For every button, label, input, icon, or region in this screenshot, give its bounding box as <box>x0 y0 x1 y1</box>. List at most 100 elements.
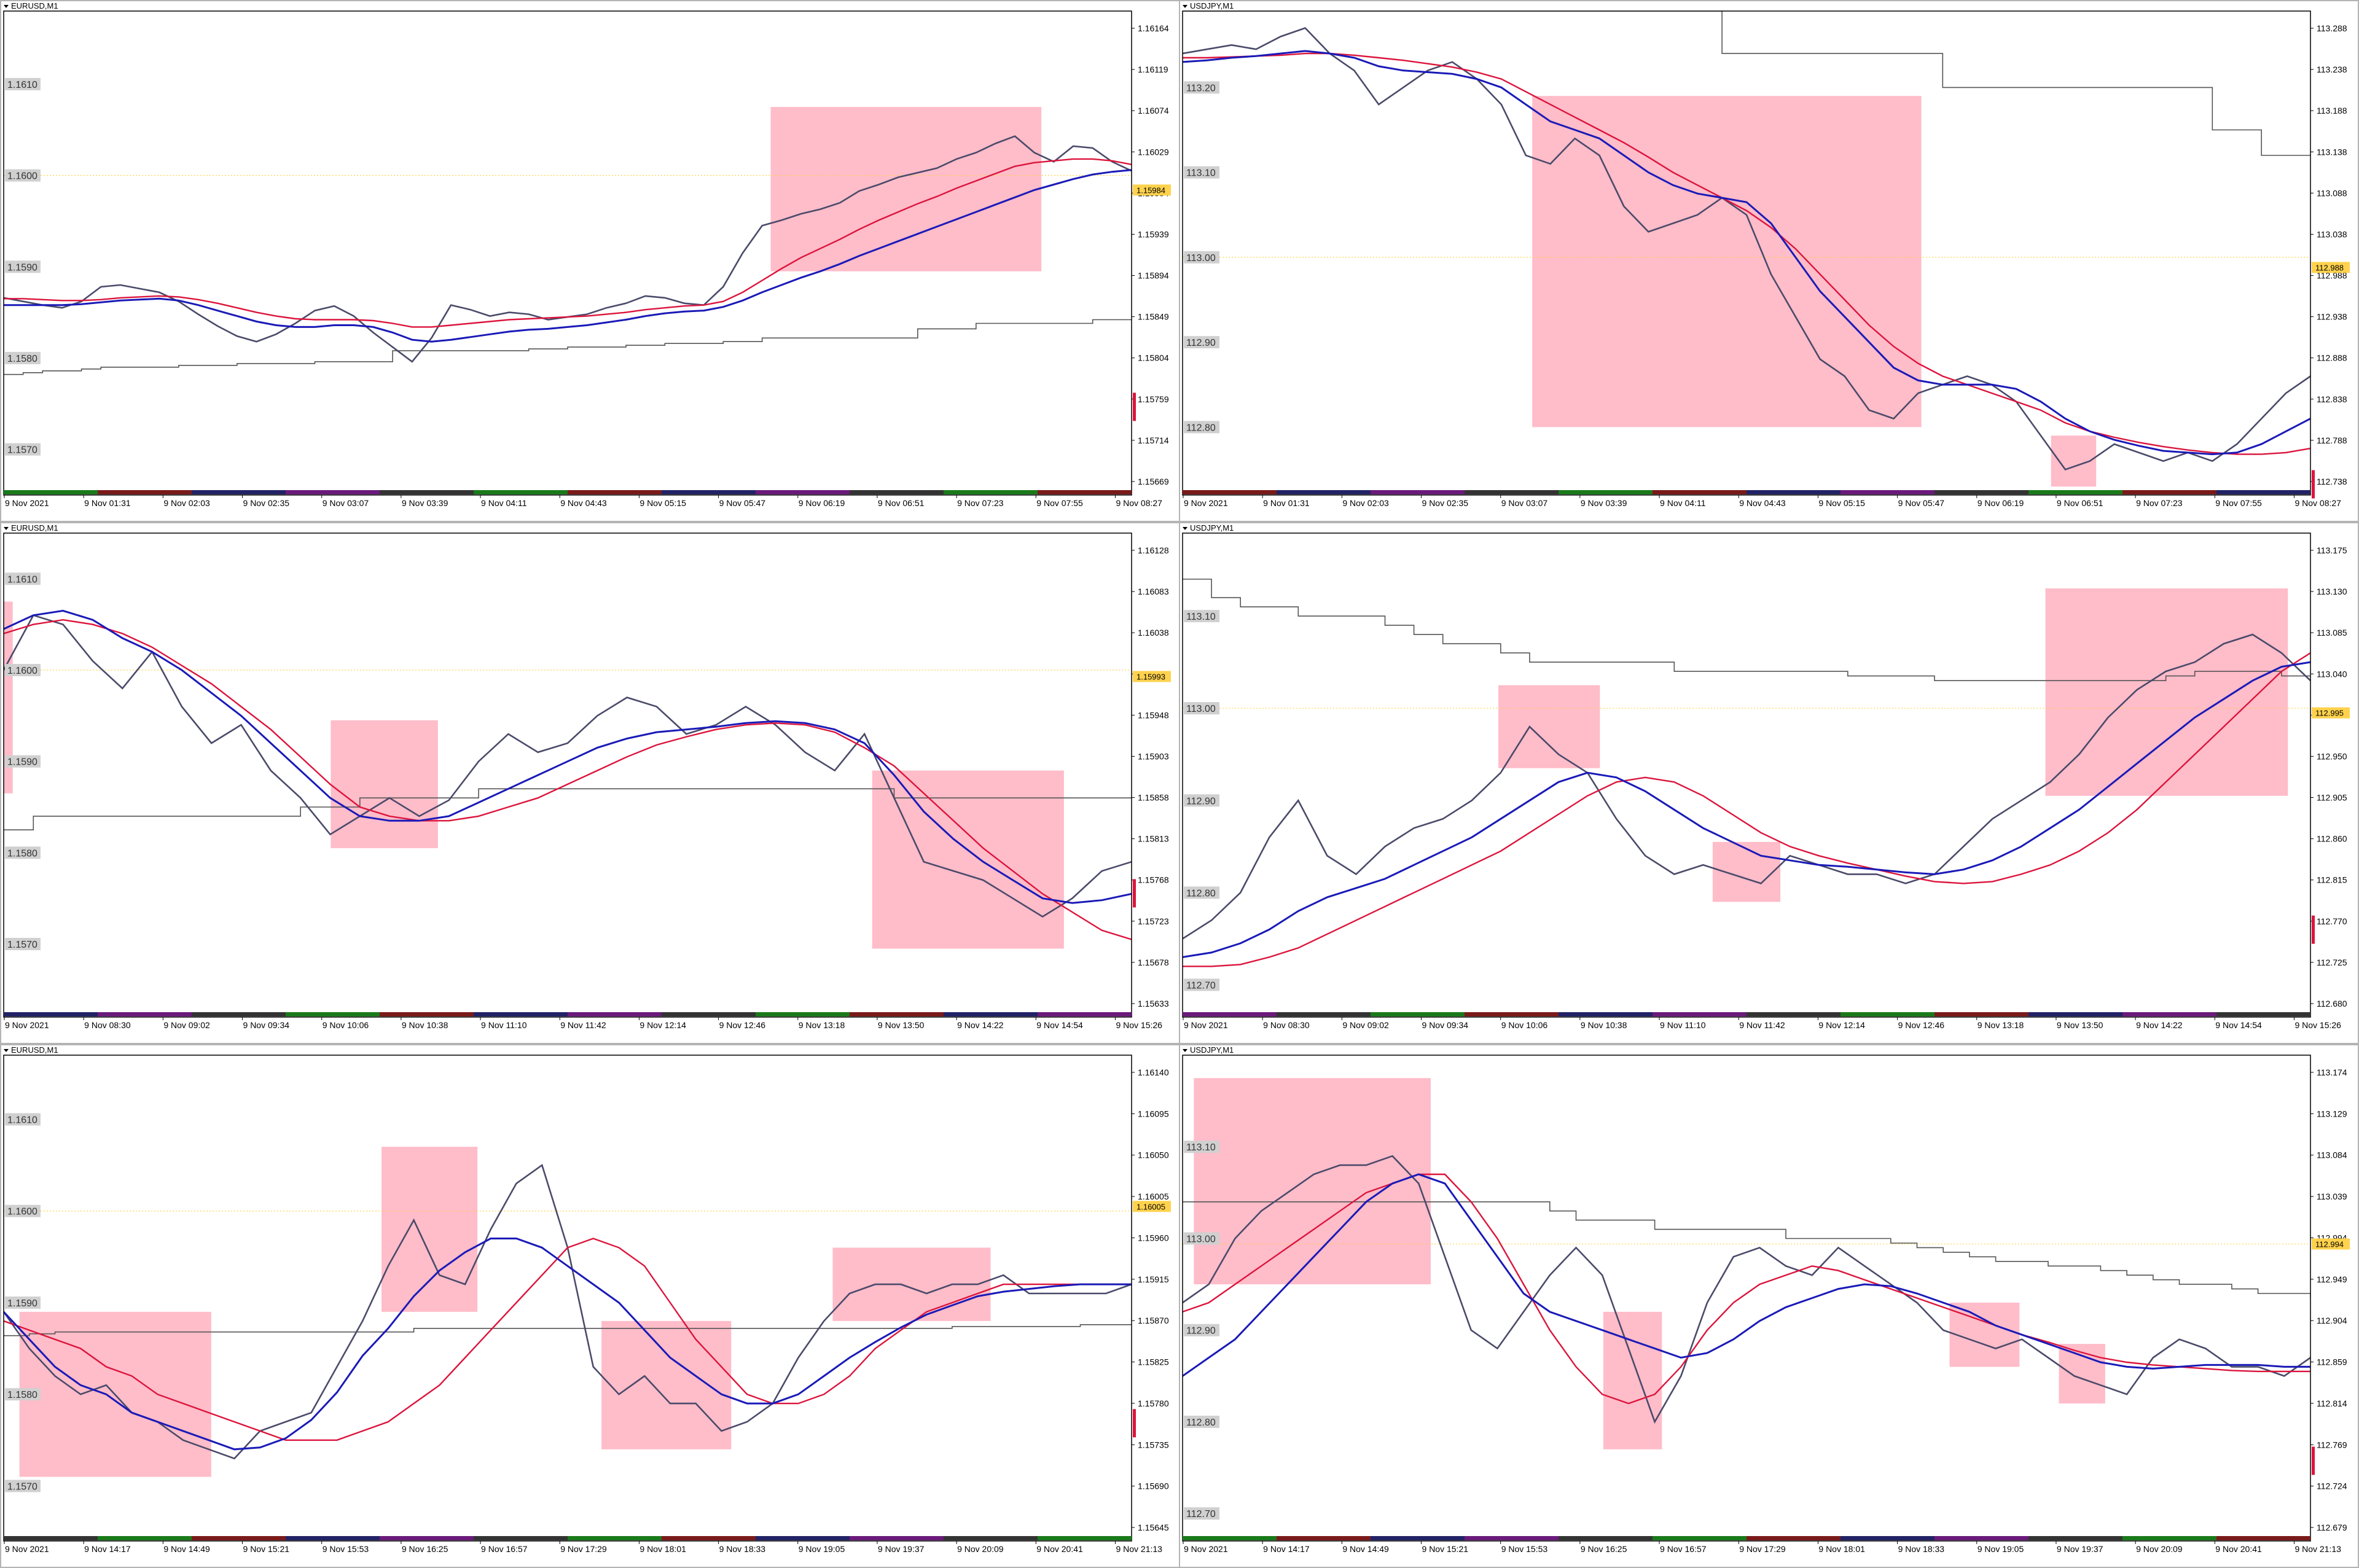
round-level-bg-0 <box>1184 610 1219 623</box>
round-level-bg-4 <box>1184 978 1219 991</box>
price-tick-label-3: 1.16029 <box>1138 147 1169 157</box>
round-level-bg-1 <box>5 1204 41 1217</box>
round-level-label-1: 1.1600 <box>7 171 37 182</box>
price-tick-label-9: 1.15735 <box>1138 1440 1169 1449</box>
step-line <box>4 1324 1132 1336</box>
session-strip-9 <box>850 1012 944 1016</box>
series-layer <box>1183 11 2310 471</box>
round-level-bg-0 <box>5 572 41 585</box>
zones-layer <box>4 601 1064 949</box>
price-tick-label-0: 1.16128 <box>1138 545 1169 555</box>
price-tick-label-0: 1.16164 <box>1138 23 1169 33</box>
price-tick-label-11: 1.15645 <box>1138 1523 1169 1532</box>
zone-rect-2 <box>2045 588 2288 796</box>
session-strip-10 <box>944 1012 1038 1016</box>
chart-panel-eurusd-3[interactable]: EURUSD,M1 1.16140 1.16095 1.16050 1.16005 1.1… <box>1 1045 1179 1567</box>
symbol-label: EURUSD,M1 <box>11 1045 58 1055</box>
round-level-bg-2 <box>5 755 41 768</box>
session-strip-0 <box>1183 1012 1277 1016</box>
round-level-bg-4 <box>5 938 41 951</box>
chart-panel-usdjpy-2[interactable]: USDJPY,M1 113.175 113.130 113.085 113.040 112… <box>1180 523 2358 1043</box>
session-strip-7 <box>1841 1536 1935 1540</box>
round-level-label-0: 1.1610 <box>7 80 37 90</box>
time-tick-label-12: 9 Nov 14:22 <box>957 1020 1004 1030</box>
time-tick-label-6: 9 Nov 16:57 <box>481 1544 528 1554</box>
session-strip-9 <box>2028 1536 2122 1540</box>
session-strip-6 <box>568 1012 662 1016</box>
plot-frame <box>1182 10 2311 496</box>
chart-panel-usdjpy-1[interactable]: USDJPY,M1 113.288 113.238 113.188 113.138 113… <box>1180 1 2358 521</box>
time-tick-label-0: 9 Nov 2021 <box>1184 1544 1228 1554</box>
zones-layer <box>19 1147 991 1477</box>
step-line <box>1183 11 2310 156</box>
session-strip-1 <box>1277 490 1371 494</box>
session-strip-3 <box>286 1012 380 1016</box>
session-strip-11 <box>1038 1536 1132 1540</box>
session-strip-6 <box>568 490 662 494</box>
time-tick-label-13: 9 Nov 20:41 <box>2215 1544 2262 1554</box>
session-strip-10 <box>944 490 1038 494</box>
time-tick-label-9: 9 Nov 05:47 <box>719 498 766 508</box>
round-level-bg-3 <box>1184 1415 1219 1428</box>
session-strip-1 <box>1277 1536 1371 1540</box>
session-strip-2 <box>192 1012 286 1016</box>
price-tick-label-5: 112.950 <box>2317 751 2347 761</box>
session-strip-5 <box>474 490 568 494</box>
chart-panel-eurusd-1[interactable]: EURUSD,M1 1.16164 1.16119 1.16074 1.16029 1.1… <box>1 1 1179 521</box>
time-tick-label-8: 9 Nov 18:01 <box>1818 1544 1865 1554</box>
session-strip-7 <box>662 1012 756 1016</box>
time-tick-label-4: 9 Nov 15:53 <box>1501 1544 1548 1554</box>
time-tick-label-2: 9 Nov 09:02 <box>1342 1020 1389 1030</box>
round-level-label-3: 112.90 <box>1186 338 1216 348</box>
session-strip-8 <box>1935 490 2028 494</box>
price-tick-label-3: 1.16005 <box>1138 1192 1169 1201</box>
collapse-icon <box>4 527 9 530</box>
session-strip-6 <box>1747 490 1841 494</box>
price-tick-label-5: 1.15915 <box>1138 1274 1169 1284</box>
price-tick-label-5: 1.15939 <box>1138 229 1169 239</box>
round-level-bg-4 <box>1184 1507 1219 1520</box>
session-strip-9 <box>2028 1012 2122 1016</box>
session-strip-2 <box>1371 1012 1465 1016</box>
session-strip-0 <box>1183 1536 1277 1540</box>
time-tick-label-1: 9 Nov 14:17 <box>1263 1544 1310 1554</box>
price-tick-label-6: 1.15858 <box>1138 793 1169 803</box>
round-level-label-1: 113.00 <box>1186 1234 1216 1244</box>
price-tick-label-10: 112.788 <box>2317 435 2347 445</box>
time-tick-label-12: 9 Nov 20:09 <box>957 1544 1004 1554</box>
time-tick-label-6: 9 Nov 11:10 <box>481 1020 527 1030</box>
time-tick-label-9: 9 Nov 18:33 <box>719 1544 766 1554</box>
chart-svg-4: EURUSD,M11.161401.160951.160501.160051.1… <box>3 1045 1171 1554</box>
time-tick-label-0: 9 Nov 2021 <box>1184 498 1228 508</box>
round-level-label-0: 1.1610 <box>7 1115 37 1125</box>
round-level-bg-2 <box>1184 251 1219 263</box>
session-strip-10 <box>944 1536 1038 1540</box>
price-tick-label-1: 113.129 <box>2317 1109 2347 1118</box>
round-level-label-4: 112.70 <box>1186 1509 1216 1519</box>
chart-svg-1: USDJPY,M1 113.288 113.238 113.188 113.138 113… <box>1182 1 2350 508</box>
time-tick-label-13: 9 Nov 20:41 <box>1036 1544 1083 1554</box>
round-level-label-1: 1.1600 <box>7 666 37 676</box>
round-level-label-1: 1.1600 <box>7 1207 37 1217</box>
series-layer <box>4 1163 1132 1460</box>
time-tick-label-7: 9 Nov 04:43 <box>1739 498 1786 508</box>
round-level-label-1: 113.00 <box>1186 704 1216 714</box>
session-strip-1 <box>98 1536 192 1540</box>
time-tick-label-11: 9 Nov 13:50 <box>2057 1020 2103 1030</box>
chart-panel-eurusd-2[interactable]: EURUSD,M1 1.16128 1.16083 1.16038 1.15993 1.1… <box>1 523 1179 1043</box>
time-tick-label-9: 9 Nov 12:46 <box>719 1020 766 1030</box>
current-price-badge <box>2312 262 2350 273</box>
time-tick-label-2: 9 Nov 14:49 <box>163 1544 210 1554</box>
collapse-icon <box>1183 527 1187 530</box>
session-strip-4 <box>1559 490 1653 494</box>
chart-panel-usdjpy-3[interactable]: USDJPY,M1 113.174 113.129 113.084 113.039 112… <box>1180 1045 2358 1567</box>
time-tick-label-5: 9 Nov 03:39 <box>1581 498 1627 508</box>
session-strip-6 <box>1747 1536 1841 1540</box>
price-tick-label-2: 1.16038 <box>1138 628 1169 638</box>
price-tick-label-10: 1.15690 <box>1138 1481 1169 1491</box>
session-strip-10 <box>2122 1012 2216 1016</box>
time-tick-label-8: 9 Nov 05:15 <box>1818 498 1865 508</box>
collapse-icon <box>1183 5 1187 8</box>
ma-slow-line <box>4 1238 1132 1441</box>
price-tick-label-1: 113.130 <box>2317 587 2347 596</box>
